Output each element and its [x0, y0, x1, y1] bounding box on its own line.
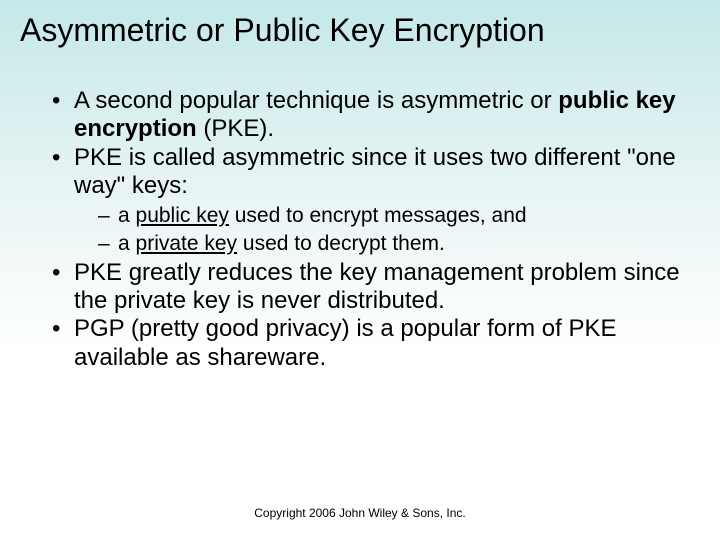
text: a: [118, 232, 136, 255]
text: PKE is called asymmetric since it uses t…: [74, 144, 676, 199]
sub-bullet-1: a public key used to encrypt messages, a…: [98, 202, 700, 229]
text: PGP (pretty good privacy) is a popular f…: [74, 315, 616, 370]
text: a: [118, 204, 136, 227]
slide-container: Asymmetric or Public Key Encryption A se…: [0, 0, 720, 540]
bullet-item-2: PKE is called asymmetric since it uses t…: [52, 144, 700, 257]
sub-bullet-2: a private key used to decrypt them.: [98, 230, 700, 257]
bullet-list-level2: a public key used to encrypt messages, a…: [74, 202, 700, 257]
slide-content: A second popular technique is asymmetric…: [20, 87, 700, 372]
bullet-list-level1: A second popular technique is asymmetric…: [36, 87, 700, 372]
bullet-item-4: PGP (pretty good privacy) is a popular f…: [52, 315, 700, 372]
copyright-footer: Copyright 2006 John Wiley & Sons, Inc.: [0, 506, 720, 520]
bullet-item-1: A second popular technique is asymmetric…: [52, 87, 700, 144]
bullet-item-3: PKE greatly reduces the key management p…: [52, 259, 700, 316]
slide-title: Asymmetric or Public Key Encryption: [20, 12, 700, 49]
text: used to decrypt them.: [237, 232, 445, 255]
text: PKE greatly reduces the key management p…: [74, 259, 680, 314]
text: (PKE).: [197, 115, 274, 142]
text: A second popular technique is asymmetric…: [74, 87, 558, 114]
text-underline: private key: [136, 232, 238, 255]
text-underline: public key: [136, 204, 229, 227]
text: used to encrypt messages, and: [229, 204, 527, 227]
